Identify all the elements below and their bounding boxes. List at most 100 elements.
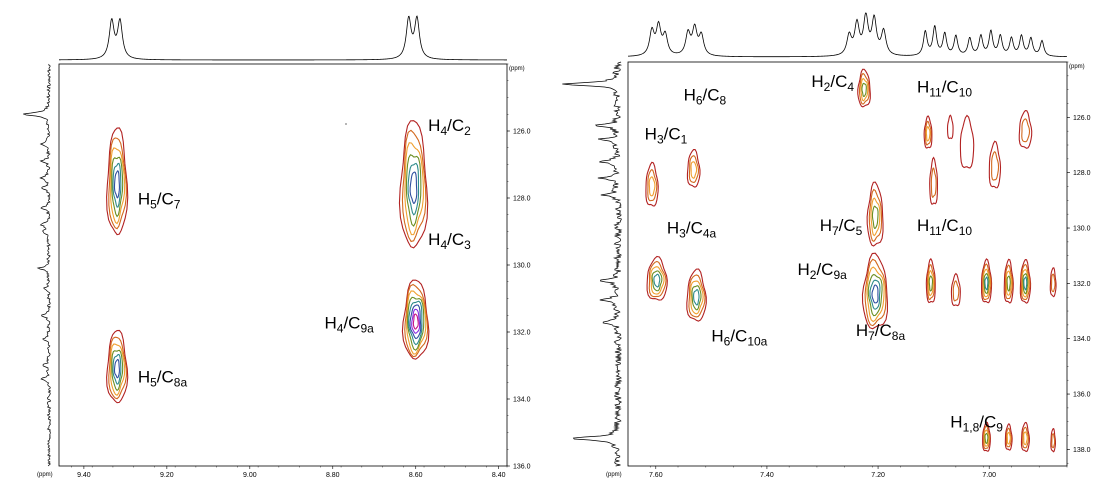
cross-peak	[1003, 258, 1014, 304]
label-subscript: 9	[996, 420, 1003, 434]
contour-level	[984, 276, 989, 291]
peak-assignment-label: H6/C10a	[711, 326, 767, 348]
y-tick-label: 126.0	[1073, 115, 1091, 122]
contour-level	[982, 268, 991, 298]
contour-level	[925, 125, 931, 142]
label-subscript: 11	[929, 85, 942, 99]
label-subscript: 7	[832, 224, 839, 238]
peak-assignment-label: H6/C8	[684, 86, 727, 108]
contour-level	[1005, 427, 1012, 448]
peak-assignment-label: H5/C8a	[138, 367, 188, 389]
label-subscript: 8	[720, 94, 727, 108]
contour-level	[401, 279, 430, 360]
contour-level	[651, 270, 663, 292]
y-tick-label: 138.0	[1073, 447, 1091, 454]
y-tick-label: 134.0	[1073, 336, 1091, 343]
peak-assignment-label: H4/C9a	[324, 314, 374, 336]
label-text: /C	[703, 86, 720, 105]
label-subscript: 2	[810, 268, 817, 282]
contour-level	[869, 279, 881, 310]
cross-peak	[645, 161, 659, 207]
label-subscript: 3	[464, 238, 471, 252]
contour-level	[1018, 109, 1033, 149]
contour-level	[1050, 273, 1056, 293]
cross-peak	[950, 272, 961, 307]
y-tick-label: 126.0	[513, 129, 531, 136]
peak-assignment-label: H1,8/C9	[950, 412, 1003, 434]
label-subscript: 10a	[747, 334, 767, 348]
contour-level	[982, 421, 991, 452]
top-projection-spectrum	[627, 12, 1068, 58]
label-subscript: 2	[824, 80, 831, 94]
label-text: /C	[816, 260, 833, 279]
y-tick-label: 132.0	[1073, 281, 1091, 288]
contour-level	[1050, 428, 1057, 453]
label-subscript: 4	[440, 124, 447, 138]
y-tick-label: 130.0	[1073, 226, 1091, 233]
label-text: H	[811, 72, 823, 91]
label-subscript: 9a	[833, 268, 847, 282]
cross-peak	[980, 258, 993, 304]
label-text: /C	[343, 314, 360, 333]
contour-level	[106, 127, 129, 236]
x-tick-label: 7.60	[649, 472, 663, 479]
label-text: /C	[942, 77, 959, 96]
contour-level	[686, 268, 707, 322]
cross-peak	[929, 156, 939, 205]
contour-level	[982, 263, 992, 301]
contour-level	[646, 255, 668, 301]
contour-level	[930, 167, 937, 198]
x-tick-label: 7.40	[760, 472, 774, 479]
x-unit-label: (ppm)	[37, 472, 53, 478]
cross-peak	[401, 279, 430, 360]
contour-level	[1023, 276, 1028, 291]
contour-level	[861, 252, 888, 330]
contour-level	[690, 280, 704, 315]
contour-level	[1022, 426, 1030, 449]
contour-level	[648, 176, 656, 197]
hsqc-panel-right: 7.60 7.40 7.20 7.00 126.0 128.0 130.0 132.0 134.…	[562, 12, 1091, 479]
cross-peak	[857, 68, 871, 108]
contour-level	[412, 313, 419, 330]
label-text: /C	[447, 116, 464, 135]
contour-level	[106, 329, 129, 404]
label-text: /C	[730, 326, 747, 345]
contour-level	[409, 171, 418, 204]
contour-level	[871, 284, 879, 304]
contour-level	[984, 432, 989, 444]
contour-level	[111, 156, 124, 218]
contour-level	[1006, 431, 1011, 445]
label-subscript: 4	[337, 322, 344, 336]
cross-peak	[1050, 428, 1057, 453]
x-tick-label: 7.20	[871, 472, 885, 479]
label-text: H	[645, 124, 657, 143]
label-text: H	[428, 116, 440, 135]
contour-level	[409, 304, 422, 340]
contour-level	[111, 349, 124, 392]
contour-level	[1006, 275, 1011, 292]
y-tick-label: 136.0	[1073, 392, 1091, 399]
cross-peak	[1020, 421, 1030, 453]
contour-level	[870, 197, 881, 237]
peak-assignment-label: H2/C9a	[797, 260, 847, 282]
cross-peak	[861, 252, 888, 330]
label-text: H	[428, 230, 440, 249]
contour-level	[924, 120, 932, 146]
peak-assignment-label: H11/C10	[917, 216, 972, 238]
label-subscript: 2	[464, 124, 471, 138]
peak-assignment-label: H2/C4	[811, 72, 854, 94]
cross-peak	[988, 140, 1002, 189]
contour-level	[406, 290, 427, 355]
contour-level	[1021, 118, 1031, 143]
label-text: /C	[830, 72, 847, 91]
label-subscript: 8a	[174, 375, 188, 389]
cross-peak	[946, 114, 954, 140]
contour-level	[1004, 423, 1013, 451]
contour-level	[867, 273, 883, 317]
label-subscript: 11	[929, 224, 942, 238]
contour-level	[929, 156, 939, 205]
cross-peak	[1019, 258, 1032, 304]
label-subscript: 4	[847, 80, 854, 94]
peak-assignment-label: H4/C2	[428, 116, 471, 138]
contour-level	[405, 154, 422, 227]
